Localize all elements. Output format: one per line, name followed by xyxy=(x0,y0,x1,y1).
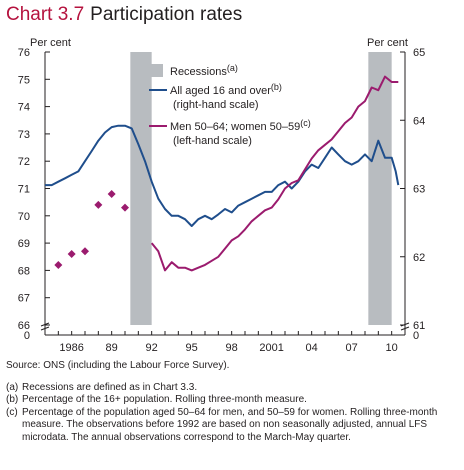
footnote-label: (c) xyxy=(6,406,18,418)
men-women-50-plus-line xyxy=(150,75,399,272)
x-tick-label: 98 xyxy=(226,342,238,354)
left-tick-label: 67 xyxy=(18,293,30,305)
x-tick-label: 2001 xyxy=(259,342,283,354)
annual-observation-marker xyxy=(94,200,103,209)
left-zero-label: 0 xyxy=(24,330,30,342)
chart-title: Chart 3.7 Participation rates xyxy=(6,4,242,26)
right-axis-break xyxy=(400,322,410,331)
left-tick-label: 68 xyxy=(18,265,30,277)
right-tick-label: 61 xyxy=(413,320,425,332)
chart-number: Chart 3.7 xyxy=(6,4,85,25)
footnote-c: (c) Percentage of the population aged 50–… xyxy=(6,407,458,445)
annual-observation-marker xyxy=(54,260,63,269)
legend-recessions-label: Recessions(a) xyxy=(170,63,238,78)
footnote-a: (a) Recessions are defined as in Chart 3.… xyxy=(6,382,458,395)
left-axis-title: Per cent xyxy=(30,37,71,49)
footnote-label: (a) xyxy=(6,381,19,393)
footnote-text: Recessions are defined as in Chart 3.3. xyxy=(22,381,198,393)
left-tick-label: 76 xyxy=(18,47,30,59)
right-axis-title: Per cent xyxy=(367,37,408,49)
recession-bar-1 xyxy=(130,52,152,325)
footnote-text: Percentage of the population aged 50–64 … xyxy=(22,406,438,443)
right-tick-label: 64 xyxy=(413,115,425,127)
annual-observation-marker xyxy=(67,250,76,259)
source-note: Source: ONS (including the Labour Force … xyxy=(6,360,230,371)
legend-recession-swatch xyxy=(150,64,163,77)
legend-all-aged-scale: (right-hand scale) xyxy=(173,99,259,111)
annual-observation-marker xyxy=(81,247,89,256)
left-tick-label: 69 xyxy=(18,238,30,250)
footnote-text: Percentage of the 16+ population. Rollin… xyxy=(22,394,307,405)
left-tick-label: 75 xyxy=(18,74,30,86)
left-tick-label: 70 xyxy=(18,211,30,223)
left-tick-label: 66 xyxy=(18,320,30,332)
footnote-label: (b) xyxy=(6,394,19,405)
participation-rates-chart: Per cent Per cent666768697071727374757606… xyxy=(18,37,426,354)
chart-notes: Source: ONS (including the Labour Force … xyxy=(6,360,458,444)
right-tick-label: 62 xyxy=(413,252,425,264)
annual-observation-marker xyxy=(107,189,116,198)
x-tick-label: 04 xyxy=(306,342,318,354)
footnote-b: (b) Percentage of the 16+ population. Rol… xyxy=(6,394,458,407)
x-tick-label: 10 xyxy=(386,342,398,354)
x-tick-label: 1986 xyxy=(59,342,83,354)
legend-men-women-scale: (left-hand scale) xyxy=(173,135,252,147)
recession-bar-2 xyxy=(368,52,392,325)
left-axis-break xyxy=(40,322,50,331)
x-tick-label: 89 xyxy=(106,342,118,354)
right-zero-label: 0 xyxy=(413,330,419,342)
left-tick-label: 74 xyxy=(18,102,30,114)
right-tick-label: 65 xyxy=(413,47,425,59)
right-tick-label: 63 xyxy=(413,184,425,196)
chart-title-text: Participation rates xyxy=(90,4,243,25)
left-tick-label: 72 xyxy=(18,156,30,168)
left-tick-label: 73 xyxy=(18,129,30,141)
x-tick-label: 07 xyxy=(346,342,358,354)
legend-all-aged-label: All aged 16 and over(b) xyxy=(170,82,282,97)
all-aged-16-plus-line xyxy=(45,124,400,227)
x-tick-label: 92 xyxy=(146,342,158,354)
legend-men-women-label: Men 50–64; women 50–59(c) xyxy=(170,118,311,133)
annual-observation-marker xyxy=(121,203,129,212)
left-tick-label: 71 xyxy=(18,184,30,196)
x-tick-label: 95 xyxy=(186,342,198,354)
